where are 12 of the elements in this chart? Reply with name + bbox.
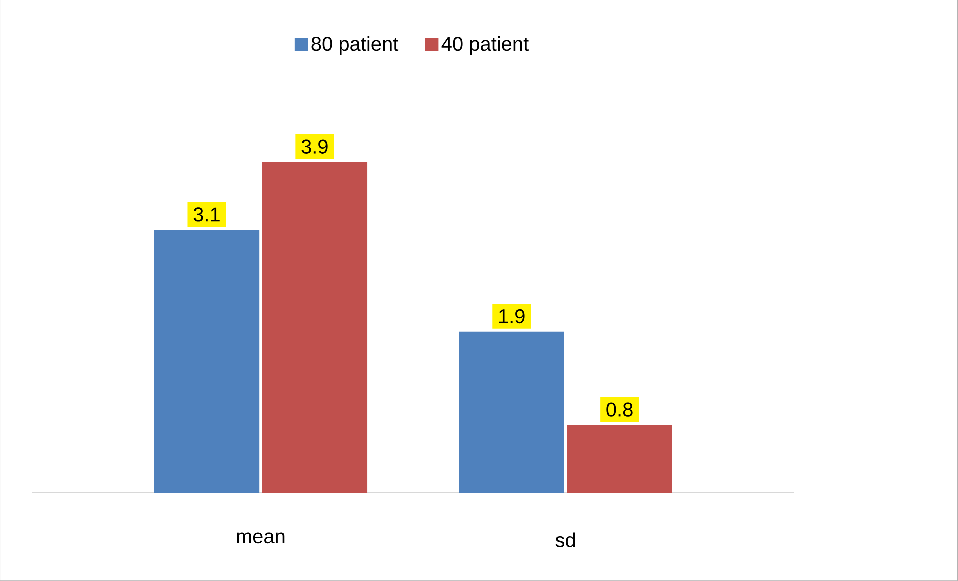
bar [154, 230, 260, 493]
x-tick-label: sd [556, 532, 576, 548]
data-label: 3.1 [194, 208, 220, 222]
bar [567, 425, 672, 493]
legend-label: 40 patient [442, 36, 529, 56]
data-label: 0.8 [606, 402, 633, 417]
x-tick-label: mean [237, 532, 285, 544]
data-label: 1.9 [499, 309, 525, 324]
data-label: 3.9 [302, 140, 328, 154]
bar [262, 162, 368, 493]
legend-label: 80 patient [312, 36, 399, 56]
bar [459, 332, 564, 493]
